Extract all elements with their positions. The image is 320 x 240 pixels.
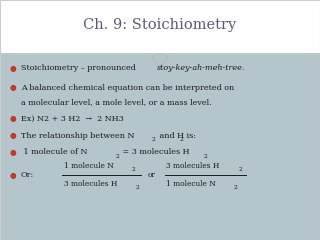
Text: ●: ● [10, 64, 16, 73]
FancyBboxPatch shape [0, 53, 320, 240]
Text: ●: ● [10, 83, 16, 92]
Text: = 3 molecules H: = 3 molecules H [120, 148, 189, 156]
Text: 2: 2 [234, 186, 237, 190]
FancyBboxPatch shape [0, 0, 320, 53]
Text: ●: ● [10, 148, 16, 157]
Text: A balanced chemical equation can be interpreted on: A balanced chemical equation can be inte… [21, 84, 234, 92]
Text: 2: 2 [203, 154, 207, 159]
Text: Stoichiometry – pronounced: Stoichiometry – pronounced [21, 64, 138, 72]
Text: 2: 2 [238, 167, 242, 172]
Text: ●: ● [10, 114, 16, 123]
Text: Ex) N2 + 3 H2  →  2 NH3: Ex) N2 + 3 H2 → 2 NH3 [21, 115, 124, 123]
Text: 1 molecule N: 1 molecule N [64, 162, 114, 170]
Text: Ch. 9: Stoichiometry: Ch. 9: Stoichiometry [84, 18, 236, 32]
Text: 1 molecule of N: 1 molecule of N [21, 148, 87, 156]
Text: 2: 2 [115, 154, 119, 159]
Text: The relationship between N: The relationship between N [21, 132, 134, 140]
Text: is:: is: [184, 132, 196, 140]
Text: 3 molecules H: 3 molecules H [166, 162, 220, 170]
Text: 1 molecule N: 1 molecule N [166, 180, 216, 188]
Text: a molecular level, a mole level, or a mass level.: a molecular level, a mole level, or a ma… [21, 98, 212, 106]
Text: 2: 2 [131, 167, 135, 172]
Text: Or:: Or: [21, 171, 34, 179]
Text: 2: 2 [179, 138, 183, 142]
Text: 3 molecules H: 3 molecules H [64, 180, 117, 188]
Text: ●: ● [10, 131, 16, 140]
Text: 2: 2 [136, 186, 140, 190]
Text: 2: 2 [151, 138, 155, 142]
Text: ●: ● [10, 171, 16, 180]
Text: or: or [147, 171, 155, 179]
Text: stoy-key-ah-meh-tree.: stoy-key-ah-meh-tree. [157, 64, 245, 72]
Text: and H: and H [157, 132, 184, 140]
